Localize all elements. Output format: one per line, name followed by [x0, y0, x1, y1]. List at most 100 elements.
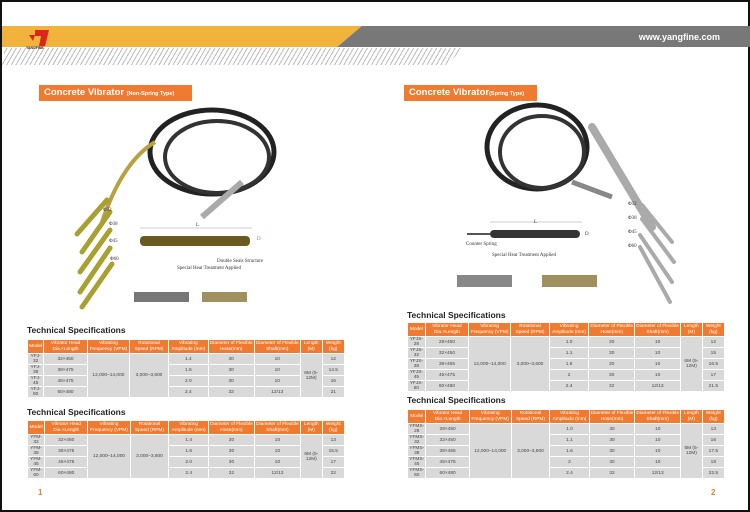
- table-cell: 10: [634, 434, 682, 446]
- table-cell: 30: [207, 456, 255, 468]
- table-row: YFJ-60 60×480 2.4 32 12/13 21: [26, 386, 346, 398]
- table-cell: YFM-32: [27, 434, 45, 446]
- table-cell: 32×450: [424, 347, 470, 359]
- frequency-cell: 12,000–14,000: [468, 423, 512, 479]
- column-header: Vibrating Amplitude (mm): [168, 420, 209, 435]
- column-header: Length (M): [299, 420, 323, 435]
- table-cell: YFJS-60: [407, 380, 426, 392]
- table-cell: 16.5: [701, 358, 726, 370]
- table-cell: 30: [588, 369, 636, 381]
- frequency-cell: 12,000–14,000: [468, 336, 512, 392]
- table-cell: YFM-38: [27, 445, 45, 457]
- column-header: Vibrator Head Dia.×Length: [43, 420, 89, 435]
- table-cell: 1.6: [549, 445, 590, 457]
- column-header: Diameter of Flexible Hose(mm): [207, 420, 255, 435]
- table-cell: 17: [701, 369, 726, 381]
- table-cell: 21.5: [701, 380, 726, 392]
- table-cell: 17: [321, 456, 346, 468]
- table-cell: 38×475: [43, 445, 89, 457]
- table-cell: 10: [634, 423, 682, 435]
- table-cell: YFJ-60: [26, 386, 45, 398]
- table-cell: 12/13: [253, 467, 301, 479]
- table-cell: 15: [701, 347, 726, 359]
- table-cell: YFM-60: [27, 467, 45, 479]
- table-cell: 12/13: [634, 467, 682, 479]
- table-row: YFMS-32 32×450 1.1 30 10 16: [406, 434, 726, 446]
- table-cell: 13: [321, 434, 346, 446]
- table-cell: 1.1: [548, 347, 590, 359]
- table-cell: 45×475: [43, 375, 88, 387]
- table-cell: 10: [634, 358, 682, 370]
- column-header: Diameter of Flexible Shaft(mm): [634, 322, 682, 337]
- frequency-cell: 12,000–14,000: [86, 353, 131, 398]
- column-header: Vibrating Amplitude (mm): [549, 409, 590, 424]
- column-header: Rotational Speed (RPM): [510, 409, 551, 424]
- table-cell: YFJS-32: [407, 347, 426, 359]
- heat-treatment-label: Special Heat Treatment Applied: [177, 266, 242, 271]
- table-cell: 10: [253, 445, 301, 457]
- yangfine-logo: [29, 30, 49, 46]
- table-cell: 60×480: [425, 467, 470, 479]
- header-hatch: [2, 48, 462, 65]
- table-cell: 1.0: [548, 336, 590, 348]
- column-header: Diameter of Flexible Shaft(mm): [253, 420, 301, 435]
- table-cell: 45×475: [425, 456, 470, 468]
- table-cell: 13: [701, 423, 726, 435]
- table-cell: 2.4: [168, 467, 209, 479]
- table-cell: YFJ-45: [26, 375, 45, 387]
- column-header: Vibrating Frequency (VPM): [468, 409, 512, 424]
- table-cell: YFMS-45: [406, 456, 427, 468]
- table-cell: 15.5: [321, 445, 346, 457]
- table-row: YFM-38 38×475 1.6 30 10 15.5: [27, 445, 346, 457]
- table-cell: 30: [207, 353, 255, 365]
- table-cell: 28×450: [424, 336, 470, 348]
- diameter-d-label: D: [585, 232, 589, 237]
- website-url[interactable]: www.yangfine.com: [638, 32, 720, 42]
- header-band-orange: [2, 26, 362, 47]
- table-cell: 32×450: [43, 353, 88, 365]
- table-cell: YFMS-60: [406, 467, 427, 479]
- table-row: YFM-45 45×475 2.0 30 10 17: [27, 456, 346, 468]
- spec-title: Technical Specifications: [27, 325, 126, 335]
- table-row: YFMS-45 45×475 2 30 10 18: [406, 456, 726, 468]
- diameter-label: Φ60: [110, 257, 119, 262]
- table-cell: 2.0: [168, 456, 209, 468]
- table-cell: 17.5: [701, 445, 726, 457]
- diameter-label: Φ38: [628, 216, 637, 221]
- table-cell: 22: [321, 467, 346, 479]
- table-cell: 22.5: [701, 467, 726, 479]
- table-cell: 2: [549, 456, 590, 468]
- table-row: YFMS-60 60×480 2.4 32 12/13 22.5: [406, 467, 726, 479]
- table-cell: 12: [701, 336, 726, 348]
- table-cell: 32: [207, 386, 255, 398]
- header-band-gray: [337, 26, 750, 47]
- table-cell: 10: [253, 364, 301, 376]
- table-row: YFJS-32 32×450 1.1 30 10 15: [407, 347, 726, 359]
- table-cell: 28×450: [425, 423, 470, 435]
- heat-treatment-label: Special Heat Treatment Applied: [492, 253, 557, 258]
- table-cell: 30: [207, 375, 255, 387]
- speed-cell: 3,000–3,600: [129, 434, 170, 479]
- column-header: Weight (kg): [701, 322, 726, 337]
- column-header: Weight (kg): [321, 339, 346, 354]
- table-cell: 30: [588, 445, 636, 457]
- diameter-label: Φ38: [109, 222, 118, 227]
- diameter-label: Φ32: [103, 208, 112, 213]
- column-header: Length (M): [680, 409, 703, 424]
- spec-table-yfms: Model Vibrator Head Dia.×Length Vibrating …: [406, 409, 726, 479]
- counter-spring-label: Counter Spring: [466, 242, 497, 247]
- table-cell: 10: [253, 353, 301, 365]
- length-label: L: [196, 223, 200, 228]
- table-cell: 45×475: [43, 456, 89, 468]
- table-row: YFJS-38 38×465 1.6 30 10 16.5: [407, 358, 726, 370]
- table-cell: 1.0: [549, 423, 590, 435]
- column-header: Vibrator Head Dia.×Length: [425, 409, 470, 424]
- length-cell: 6M (5-12M): [680, 336, 703, 392]
- table-cell: 2.4: [549, 467, 590, 479]
- table-cell: YFMS-38: [406, 445, 427, 457]
- table-cell: 10: [634, 456, 682, 468]
- table-cell: YFJS-38: [407, 358, 426, 370]
- table-cell: 12/13: [253, 386, 301, 398]
- column-header: Vibrating Frequency (VPM): [468, 322, 512, 337]
- table-cell: 1.6: [168, 445, 209, 457]
